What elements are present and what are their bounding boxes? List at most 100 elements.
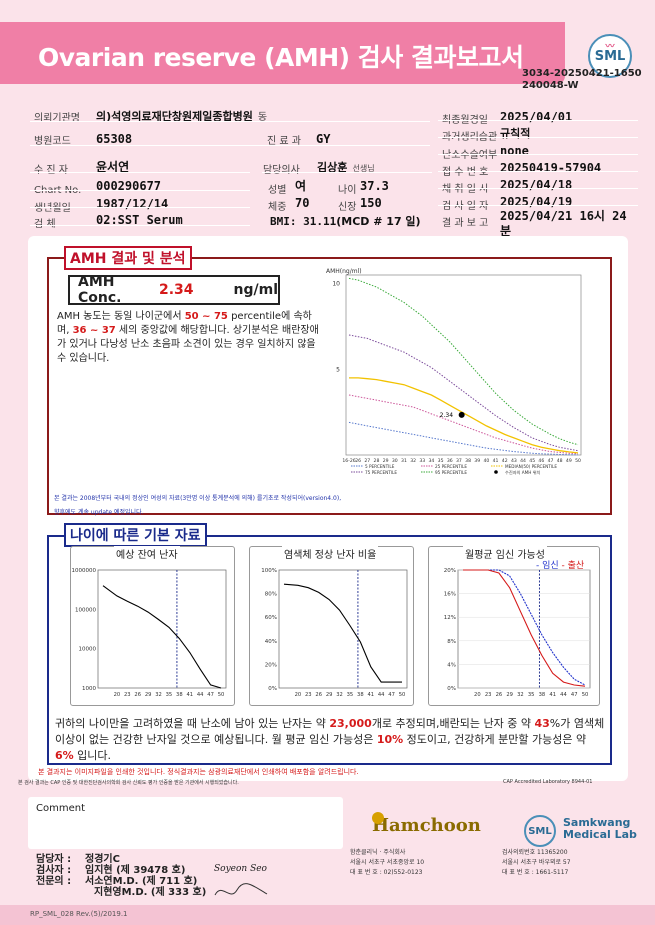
mini-xtick: 35 [528, 692, 535, 698]
mini-series-line [463, 569, 586, 687]
mini-xtick: 32 [155, 692, 162, 698]
disclaimer: 본 결과지는 이미지파일을 인쇄한 것입니다. 정식결과지는 삼광의료재단에서 … [38, 768, 359, 776]
amh-xtick: 43 [511, 458, 517, 464]
amh-xtick: 42 [502, 458, 508, 464]
mini-ytick: 4% [447, 662, 456, 668]
mini-ytick: 1000 [82, 686, 96, 692]
mini-xtick: 38 [539, 692, 546, 698]
cycle-label: 과거생리습관 [442, 125, 497, 144]
remaining-eggs-title: 예상 잔여 난자 [114, 546, 180, 561]
amh-legend-label: 95 PERCENTILE [435, 470, 467, 475]
amh-xtick: 41 [493, 458, 499, 464]
amh-xtick: 45 [529, 458, 535, 464]
mini-xtick: 35 [347, 692, 354, 698]
bmi-value: BMI: 31.11(MCD # 17 일) [270, 215, 421, 228]
amh-conc-value: 2.34 [158, 282, 194, 298]
mini-xtick: 44 [378, 692, 385, 698]
amh-xtick: 31 [401, 458, 407, 464]
comment-box: Comment [28, 797, 343, 849]
doctor-label: 담당의사 [263, 165, 300, 176]
mini-xtick: 32 [336, 692, 343, 698]
sex-label: 성별 [268, 185, 287, 196]
document-number: 3034-20250421-1650 240048-W [522, 68, 642, 91]
mini-xtick: 41 [186, 692, 193, 698]
age-section-title: 나이에 따른 기본 자료 [64, 523, 207, 547]
amh-xtick: 50 [575, 458, 581, 464]
mini-xtick: 23 [485, 692, 492, 698]
amh-footnote: 본 결과는 2008년부터 국내의 정상인 여성의 자료(3만명 이상 통계분석… [54, 495, 342, 516]
amh-xtick: 46 [538, 458, 544, 464]
pregnancy-chart: 0%4%8%12%16%20%20 23 26 29 32 35 38 41 44 47 50 [444, 568, 591, 698]
amh-xtick: 49 [566, 458, 572, 464]
amh-xtick: 36 [447, 458, 453, 464]
age-summary: 귀하의 나이만을 고려하였을 때 난소에 남아 있는 난자는 약 23,000개… [55, 717, 605, 762]
mini-ytick: 16% [444, 592, 456, 598]
amh-xtick: 16-26 [342, 458, 355, 464]
hamchoon-logo-dot [372, 812, 384, 824]
mini-plot-area [97, 569, 227, 689]
amh-legend-label: 25 PERCENTILE [435, 464, 467, 469]
amh-section-title: AMH 결과 및 분석 [64, 246, 192, 270]
mini-plot-area [278, 569, 408, 689]
sml-info: 검사의뢰번호 11365200 서울시 서초구 바우뫼로 57 대 표 번 호 … [502, 849, 571, 876]
mini-xtick: 26 [134, 692, 141, 698]
sml-footer-logo: SML [524, 815, 556, 847]
age-value: 37.3 [360, 179, 389, 193]
amh-xtick: 48 [557, 458, 563, 464]
dept-label: 진 료 과 [267, 136, 301, 147]
test-label: 검 사 일 자 [442, 201, 489, 212]
wave-icon: 〰 [605, 42, 615, 52]
patient-label: 수 진 자 [34, 165, 68, 176]
sml-logo: 〰 SML [588, 34, 632, 78]
mini-plot-area [457, 569, 591, 689]
mini-ytick: 10000 [79, 647, 97, 653]
mini-ytick: 0% [447, 686, 456, 692]
report-title: Ovarian reserve (AMH) 검사 결과보고서 [38, 43, 524, 72]
mini-xtick: 47 [571, 692, 578, 698]
mini-xtick: 50 [582, 692, 589, 698]
mini-ytick: 60% [265, 615, 277, 621]
chart-no-label: Chart No. [34, 178, 81, 197]
amh-xtick: 39 [474, 458, 480, 464]
receipt-label: 접 수 번 호 [442, 167, 489, 178]
amh-legend-label: MEDIAN(50) PERCENTILE [505, 464, 557, 469]
normal-eggs-title: 염색체 정상 난자 비율 [282, 546, 379, 561]
mini-xtick: 29 [326, 692, 333, 698]
mini-ytick: 40% [265, 639, 277, 645]
amh-series-line [348, 277, 579, 446]
mini-xtick: 44 [560, 692, 567, 698]
mini-xtick: 20 [474, 692, 481, 698]
amh-xtick: 40 [483, 458, 489, 464]
specimen-label: 검 체 [34, 212, 56, 231]
height-label: 신장 [338, 202, 357, 213]
mini-xtick: 38 [357, 692, 364, 698]
remaining-eggs-chart: 1000000 100000 10000 1000 20 23 26 29 32 35 38 41 44… [72, 568, 227, 698]
mini-xtick: 20 [114, 692, 121, 698]
cap-note: CAP Accredited Laboratory 8944-01 [503, 779, 593, 785]
amh-patient-point [458, 411, 465, 418]
pregnancy-legend: - 임신 - 출산 [536, 561, 585, 571]
mini-ytick: 12% [444, 615, 456, 621]
age-label: 나이 [338, 185, 357, 196]
birth-label: 생년월일 [34, 203, 71, 214]
specimen-value: 02:SST Serum [96, 213, 183, 227]
amh-xtick: 26 [355, 458, 361, 464]
mini-ytick: 8% [447, 639, 456, 645]
height-value: 150 [360, 196, 382, 210]
amh-ytick: 5 [336, 366, 340, 373]
comment-label: Comment [36, 803, 85, 814]
amh-xtick: 32 [410, 458, 416, 464]
report-value: 2025/04/21 16시 24 분 [500, 209, 627, 238]
mini-xtick: 29 [145, 692, 152, 698]
mini-xtick: 47 [207, 692, 214, 698]
mini-series-line [283, 583, 402, 683]
mini-xtick: 38 [176, 692, 183, 698]
header-band [0, 22, 565, 84]
hospital-code-value: 65308 [96, 132, 133, 146]
mini-xtick: 29 [506, 692, 513, 698]
mini-xtick: 23 [124, 692, 131, 698]
mini-series-line [102, 585, 222, 689]
signatures: 담당자 : 정경기C 검사자 : 임지현 (제 39478 호) 전문의 : 서… [36, 854, 207, 898]
weight-label: 체중 [268, 202, 287, 213]
amh-series-line [348, 394, 579, 455]
